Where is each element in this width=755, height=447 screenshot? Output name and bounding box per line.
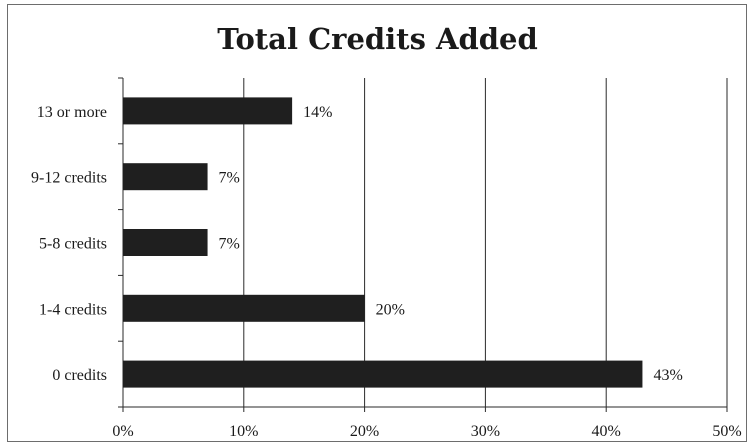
bars: [123, 97, 643, 388]
x-tick-label: 20%: [350, 423, 379, 440]
bar: [123, 294, 365, 322]
data-label: 14%: [303, 104, 332, 121]
bar: [123, 163, 208, 191]
x-tick-label: 0%: [112, 423, 133, 440]
data-label: 43%: [653, 367, 682, 384]
x-tick-label: 30%: [471, 423, 500, 440]
category-label: 0 credits: [52, 367, 107, 384]
category-label: 5-8 credits: [39, 236, 107, 253]
chart-title: Total Credits Added: [217, 22, 538, 56]
x-tick-label: 40%: [592, 423, 621, 440]
category-label: 13 or more: [37, 104, 107, 121]
x-tick-label: 10%: [229, 423, 258, 440]
category-label: 1-4 credits: [39, 301, 107, 318]
data-label: 7%: [219, 170, 240, 187]
data-label: 7%: [219, 236, 240, 253]
gridlines: [243, 78, 728, 407]
bar: [123, 229, 208, 256]
data-label: 20%: [376, 301, 405, 318]
bar: [123, 97, 293, 125]
category-label: 9-12 credits: [31, 170, 107, 187]
labels: 0% 10% 20% 30% 40% 50% 13 or more 14% 9-12 credi…: [31, 104, 742, 440]
bar: [123, 360, 643, 388]
x-tick-label: 50%: [712, 423, 741, 440]
